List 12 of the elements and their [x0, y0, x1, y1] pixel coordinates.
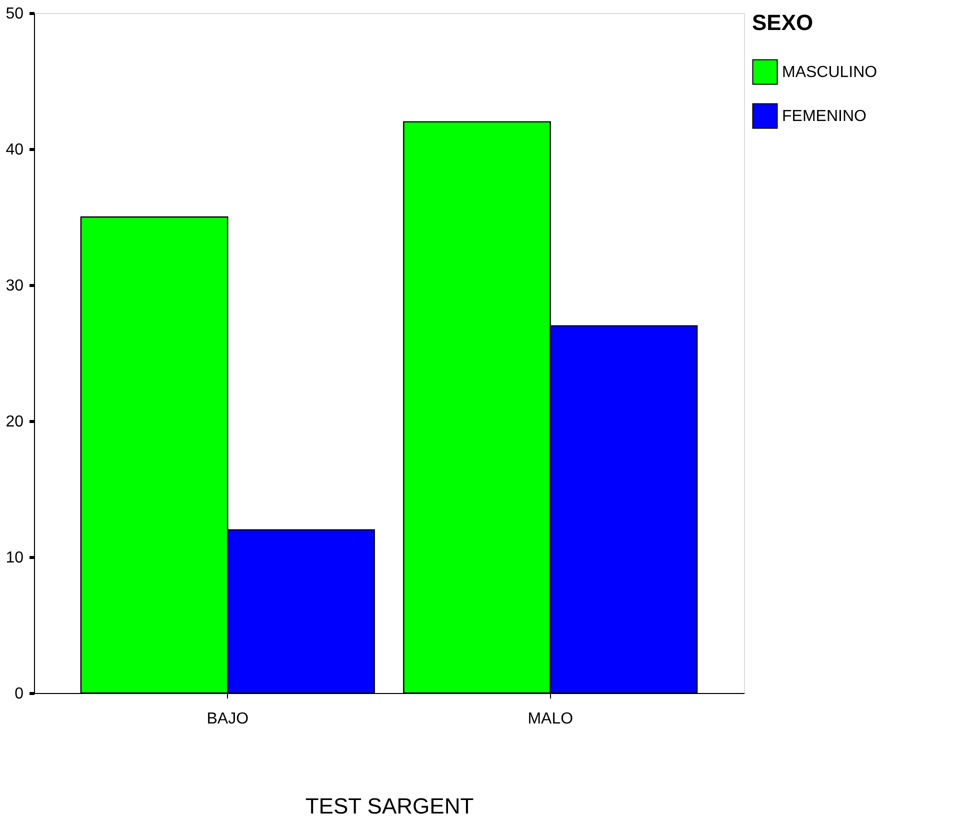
legend-title: SEXO — [752, 10, 814, 35]
y-tick-label: 0 — [14, 686, 24, 702]
legend-label: MASCULINO — [782, 64, 878, 81]
y-tick-label: 30 — [6, 278, 24, 294]
y-tick-label: 40 — [6, 142, 24, 158]
legend-label: FEMENINO — [782, 108, 866, 125]
y-tick-label: 20 — [6, 414, 24, 430]
x-axis-title: TEST SARGENT — [305, 794, 474, 818]
x-tick-label: BAJO — [206, 710, 249, 728]
y-tick-label: 50 — [6, 6, 24, 22]
x-tick-label: MALO — [528, 710, 574, 728]
y-tick-label: 10 — [6, 550, 24, 566]
